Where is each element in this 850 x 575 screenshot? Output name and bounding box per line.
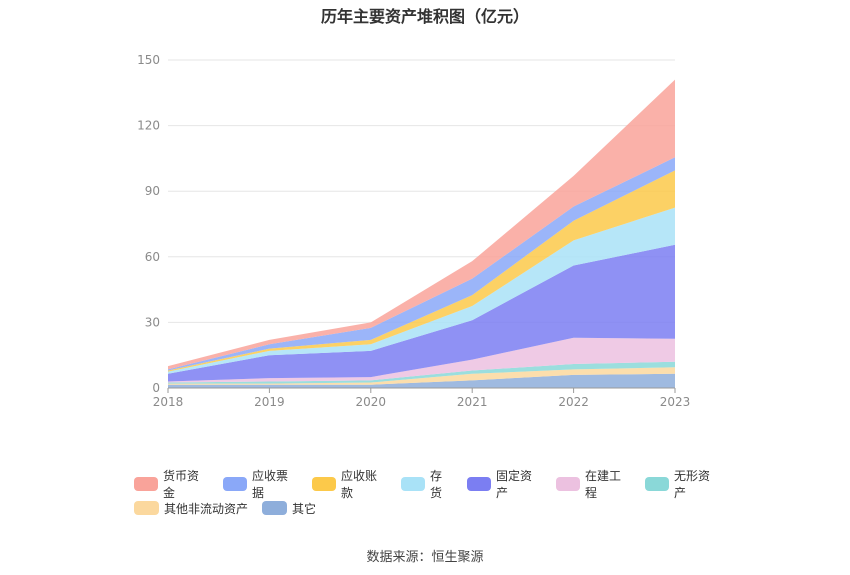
legend-row: 货币资金 应收票据 应收账款 存货 固定资产 在建工程 无形资产 <box>134 469 734 500</box>
y-tick-label: 0 <box>152 381 160 395</box>
area-series[interactable] <box>168 367 675 385</box>
legend-label: 在建工程 <box>584 469 621 500</box>
x-tick-label: 2018 <box>153 395 184 409</box>
legend: 货币资金 应收票据 应收账款 存货 固定资产 在建工程 无形资产 其他非流动资产 其它 <box>134 469 734 520</box>
legend-label: 应收票据 <box>251 469 288 500</box>
legend-label: 存货 <box>429 469 442 500</box>
legend-item[interactable]: 应收账款 <box>312 467 387 501</box>
legend-label: 固定资产 <box>495 469 532 500</box>
legend-label: 其它 <box>292 501 317 516</box>
legend-item[interactable]: 其它 <box>262 500 316 517</box>
area-series[interactable] <box>168 373 675 388</box>
area-series[interactable] <box>168 337 675 383</box>
legend-label: 无形资产 <box>673 469 710 500</box>
legend-label: 货币资金 <box>162 469 199 500</box>
x-tick-label: 2021 <box>457 395 488 409</box>
legend-swatch <box>556 477 580 491</box>
legend-item[interactable]: 固定资产 <box>466 467 542 501</box>
legend-swatch <box>134 477 158 491</box>
legend-item[interactable]: 其他非流动资产 <box>134 500 248 517</box>
axis-layer: 0 30 60 90 120 150 2018 2019 2020 2021 2022 2023 <box>137 53 690 409</box>
legend-label: 其他非流动资产 <box>164 501 249 516</box>
legend-item[interactable]: 应收票据 <box>223 467 298 501</box>
legend-item[interactable]: 货币资金 <box>134 467 209 501</box>
legend-swatch <box>466 477 491 491</box>
y-tick-label: 120 <box>137 119 160 133</box>
area-series[interactable] <box>168 244 675 382</box>
chart-title: 历年主要资产堆积图（亿元） <box>320 7 529 26</box>
x-tick-label: 2019 <box>254 395 285 409</box>
area-series[interactable] <box>168 207 675 374</box>
legend-item[interactable]: 存货 <box>401 467 453 501</box>
source-note: 数据来源：恒生聚源 <box>366 550 484 565</box>
area-layer <box>168 79 675 388</box>
stacked-area-chart: 0 30 60 90 120 150 2018 2019 2020 2021 2022 2023 <box>137 53 690 409</box>
legend-item[interactable]: 在建工程 <box>556 467 631 501</box>
legend-swatch <box>262 501 288 515</box>
y-tick-label: 30 <box>145 315 160 329</box>
area-series[interactable] <box>168 361 675 384</box>
legend-row: 其他非流动资产 其它 <box>134 496 734 520</box>
x-tick-label: 2022 <box>558 395 589 409</box>
legend-swatch <box>312 477 336 491</box>
legend-swatch <box>134 501 159 515</box>
y-tick-label: 60 <box>145 250 160 264</box>
legend-item[interactable]: 无形资产 <box>645 467 720 501</box>
y-tick-label: 90 <box>145 184 160 198</box>
legend-label: 应收账款 <box>341 469 378 500</box>
x-tick-label: 2020 <box>356 395 387 409</box>
legend-swatch <box>223 477 247 491</box>
y-tick-label: 150 <box>137 53 160 67</box>
legend-swatch <box>401 477 425 491</box>
legend-swatch <box>645 477 669 491</box>
x-tick-label: 2023 <box>660 395 691 409</box>
